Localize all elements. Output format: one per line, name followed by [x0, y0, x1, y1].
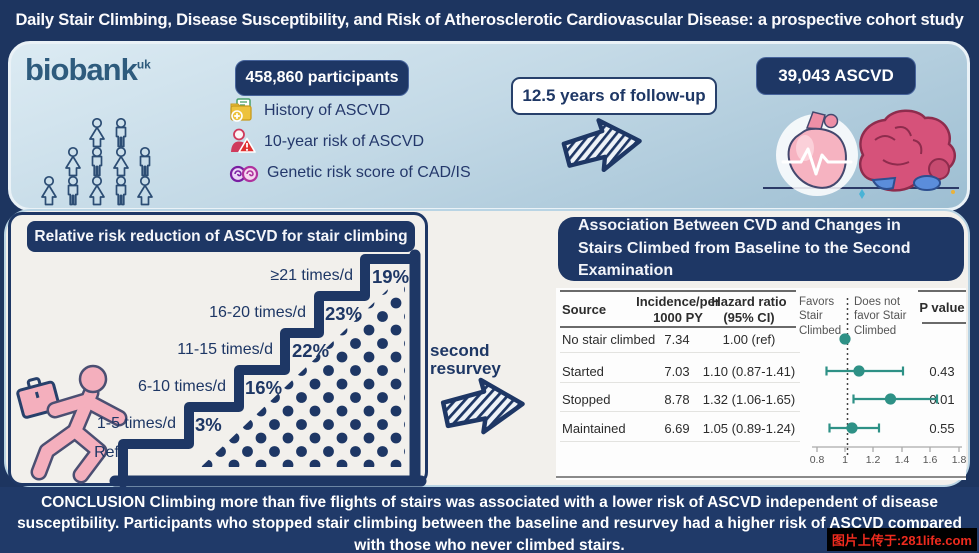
forest-plot-graphic [812, 298, 962, 455]
step-label-21plus: ≥21 times/d [270, 267, 353, 284]
forest-label-favors: Favors Stair Climbed [799, 296, 842, 337]
right-arrow-icon [556, 110, 648, 181]
participants-badge-label: 458,860 participants [245, 69, 399, 86]
step-value-1-5: 3% [195, 414, 222, 435]
col-header-p-value: P value [919, 300, 965, 315]
risk-item-genetic-score: Genetic risk score of CAD/IS [229, 160, 471, 186]
risk-item-label: 10-year risk of ASCVD [264, 132, 425, 150]
followup-badge-label: 12.5 years of follow-up [522, 86, 706, 105]
table-row-incidence: 6.69 [664, 421, 690, 436]
association-header: Association Between CVD and Changes in S… [558, 217, 964, 281]
table-row-incidence: 8.78 [664, 392, 690, 407]
dna-genetic-icon [229, 165, 259, 183]
step-value-16-20: 23% [325, 303, 363, 324]
right-arrow-icon [436, 370, 529, 443]
watermark: 图片上传于:281life.com [826, 528, 977, 551]
step-value-11-15: 22% [292, 340, 330, 361]
person-warning-icon [231, 128, 256, 153]
table-row-p: 0.55 [929, 421, 955, 436]
heart-brain-illustration [763, 109, 959, 199]
axis-tick: 0.8 [809, 454, 825, 466]
followup-badge: 12.5 years of follow-up [511, 77, 717, 115]
people-pyramid-icon [41, 118, 153, 206]
stair-chart-panel: Relative risk reduction of ASCVD for sta… [8, 212, 428, 488]
table-row-hazard: 1.00 (ref) [722, 332, 776, 347]
table-row-hazard: 1.32 (1.06-1.65) [702, 392, 796, 407]
risk-item-ten-year-risk: 10-year risk of ASCVD [229, 128, 424, 155]
table-row-p: 0.01 [929, 392, 955, 407]
risk-item-history: History of ASCVD [229, 97, 390, 124]
step-label-11-15: 11-15 times/d [177, 341, 273, 358]
col-header-hazard-ratio: Hazard ratio (95% CI) [711, 294, 787, 326]
biobank-logo: biobankuk [25, 52, 151, 88]
col-header-source: Source [562, 302, 607, 317]
table-row-source: Maintained [562, 421, 626, 436]
step-label-6-10: 6-10 times/d [137, 378, 226, 395]
ascvd-outcome-label: 39,043 ASCVD [778, 66, 894, 85]
axis-tick: 1.6 [922, 454, 938, 466]
col-header-incidence: Incidence/per 1000 PY [636, 294, 720, 326]
step-value-21plus: 19% [372, 266, 410, 287]
biobank-logo-text: biobank [25, 52, 138, 87]
cohort-panel: biobankuk 458,860 participants History o… [8, 41, 970, 211]
conclusion-bar: CONCLUSION Climbing more than five fligh… [0, 487, 979, 553]
stair-chart-header: Relative risk reduction of ASCVD for sta… [27, 221, 415, 252]
axis-tick: 1.2 [865, 454, 881, 466]
table-row-incidence: 7.34 [664, 332, 690, 347]
table-row-source: No stair climbed [562, 332, 656, 347]
association-header-label: Association Between CVD and Changes in S… [578, 217, 911, 280]
table-row-incidence: 7.03 [664, 364, 690, 379]
step-label-ref: Ref [94, 444, 119, 461]
risk-item-label: Genetic risk score of CAD/IS [267, 164, 471, 181]
axis-tick: 1.4 [894, 454, 910, 466]
table-row-source: Started [562, 364, 604, 379]
staircase-chart-graphic [16, 249, 427, 488]
biobank-logo-sup: uk [136, 57, 151, 72]
table-row-source: Stopped [562, 392, 611, 407]
axis-tick: 1.8 [951, 454, 967, 466]
table-row-p: 0.43 [929, 364, 955, 379]
step-value-6-10: 16% [245, 377, 283, 398]
table-row-hazard: 1.05 (0.89-1.24) [702, 421, 796, 436]
stair-chart-header-label: Relative risk reduction of ASCVD for sta… [34, 227, 408, 245]
climber-person-icon [16, 364, 128, 484]
risk-item-label: History of ASCVD [264, 101, 391, 119]
step-label-16-20: 16-20 times/d [209, 304, 306, 321]
axis-tick: 1 [842, 454, 848, 466]
conclusion-text: CONCLUSION Climbing more than five fligh… [17, 494, 962, 553]
ascvd-outcome-badge: 39,043 ASCVD [756, 57, 916, 95]
hazard-ratio-table: Source Incidence/per 1000 PY Hazard rati… [556, 288, 966, 480]
title-bar: Daily Stair Climbing, Disease Susceptibi… [0, 0, 979, 40]
folder-history-icon [230, 98, 252, 122]
table-row-hazard: 1.10 (0.87-1.41) [702, 364, 796, 379]
forest-label-does-not-favor: Does not favor Stair Climbed [854, 296, 907, 337]
step-label-1-5: 1-5 times/d [96, 415, 176, 432]
second-resurvey-label: second resurvey [430, 341, 501, 378]
participants-badge: 458,860 participants [235, 60, 409, 96]
page-title: Daily Stair Climbing, Disease Susceptibi… [15, 10, 964, 29]
